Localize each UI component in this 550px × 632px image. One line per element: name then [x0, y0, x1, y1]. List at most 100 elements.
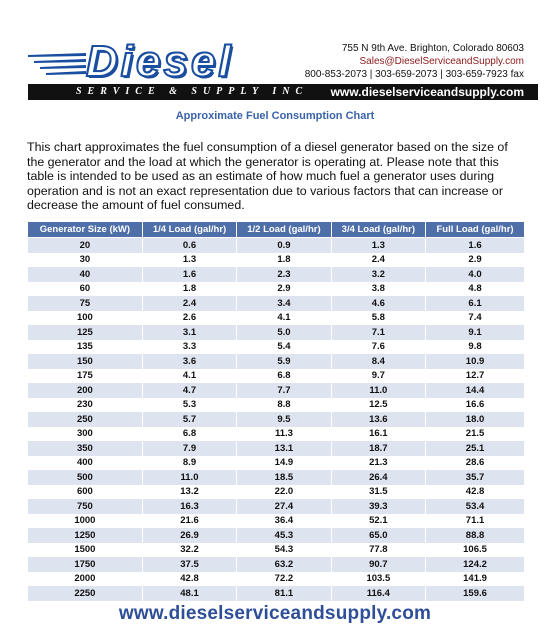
- table-row: 20 0.6 0.9 1.3 1.6: [27, 237, 525, 253]
- table-row: 200 4.7 7.7 11.0 14.4: [27, 383, 525, 398]
- cell-three-quarter-load: 77.8: [330, 542, 427, 557]
- table-row: 135 3.3 5.4 7.6 9.8: [27, 339, 525, 354]
- cell-half-load: 5.4: [236, 339, 332, 354]
- cell-half-load: 8.8: [236, 397, 332, 412]
- table-row: 100 2.6 4.1 5.8 7.4: [27, 310, 525, 325]
- table-row: 600 13.2 22.0 31.5 42.8: [27, 484, 525, 499]
- cell-half-load: 9.5: [236, 412, 332, 427]
- table-header-row: Generator Size (kW) 1/4 Load (gal/hr) 1/…: [27, 221, 525, 238]
- cell-generator-size: 150: [27, 354, 143, 369]
- cell-three-quarter-load: 21.3: [330, 455, 427, 470]
- cell-half-load: 6.8: [236, 368, 332, 383]
- cell-three-quarter-load: 4.6: [330, 296, 427, 311]
- cell-full-load: 159.6: [425, 586, 525, 601]
- cell-half-load: 1.8: [236, 252, 332, 267]
- cell-quarter-load: 1.6: [141, 267, 238, 282]
- cell-three-quarter-load: 116.4: [330, 586, 427, 601]
- table-row: 400 8.9 14.9 21.3 28.6: [27, 455, 525, 470]
- cell-generator-size: 1750: [27, 557, 143, 572]
- cell-three-quarter-load: 7.1: [330, 325, 427, 340]
- cell-generator-size: 300: [27, 426, 143, 441]
- cell-generator-size: 200: [27, 383, 143, 398]
- cell-full-load: 7.4: [425, 310, 525, 325]
- logo-wordmark: Diesel: [85, 37, 234, 86]
- table-row: 150 3.6 5.9 8.4 10.9: [27, 354, 525, 369]
- cell-generator-size: 40: [27, 267, 143, 282]
- cell-quarter-load: 4.7: [141, 383, 238, 398]
- cell-full-load: 2.9: [425, 252, 525, 267]
- cell-generator-size: 125: [27, 325, 143, 340]
- header-website-link[interactable]: www.dieselserviceandsupply.com: [330, 85, 524, 99]
- table-row: 2250 48.1 81.1 116.4 159.6: [27, 586, 525, 601]
- table-row: 1250 26.9 45.3 65.0 88.8: [27, 528, 525, 543]
- cell-half-load: 11.3: [236, 426, 332, 441]
- cell-quarter-load: 0.6: [141, 237, 238, 253]
- cell-full-load: 18.0: [425, 412, 525, 427]
- cell-full-load: 124.2: [425, 557, 525, 572]
- table-row: 30 1.3 1.8 2.4 2.9: [27, 252, 525, 267]
- cell-quarter-load: 3.3: [141, 339, 238, 354]
- cell-full-load: 42.8: [425, 484, 525, 499]
- cell-generator-size: 135: [27, 339, 143, 354]
- company-logo: Diesel SERVICE & SUPPLY INC www.dieselse…: [28, 37, 538, 100]
- column-header-quarter-load: 1/4 Load (gal/hr): [141, 221, 238, 238]
- cell-three-quarter-load: 90.7: [330, 557, 427, 572]
- cell-quarter-load: 13.2: [141, 484, 238, 499]
- cell-generator-size: 75: [27, 296, 143, 311]
- cell-quarter-load: 3.1: [141, 325, 238, 340]
- cell-quarter-load: 2.6: [141, 310, 238, 325]
- cell-full-load: 21.5: [425, 426, 525, 441]
- cell-quarter-load: 4.1: [141, 368, 238, 383]
- cell-generator-size: 750: [27, 499, 143, 514]
- table-row: 75 2.4 3.4 4.6 6.1: [27, 296, 525, 311]
- cell-half-load: 22.0: [236, 484, 332, 499]
- table-row: 250 5.7 9.5 13.6 18.0: [27, 412, 525, 427]
- cell-generator-size: 1000: [27, 513, 143, 528]
- cell-half-load: 14.9: [236, 455, 332, 470]
- cell-three-quarter-load: 13.6: [330, 412, 427, 427]
- cell-three-quarter-load: 5.8: [330, 310, 427, 325]
- footer-website-link[interactable]: www.dieselserviceandsupply.com: [118, 603, 432, 624]
- cell-half-load: 7.7: [236, 383, 332, 398]
- cell-quarter-load: 8.9: [141, 455, 238, 470]
- cell-full-load: 16.6: [425, 397, 525, 412]
- cell-three-quarter-load: 11.0: [330, 383, 427, 398]
- cell-quarter-load: 3.6: [141, 354, 238, 369]
- cell-generator-size: 1500: [27, 542, 143, 557]
- table-row: 1000 21.6 36.4 52.1 71.1: [27, 513, 525, 528]
- intro-paragraph: This chart approximates the fuel consump…: [27, 140, 508, 213]
- cell-quarter-load: 5.7: [141, 412, 238, 427]
- cell-full-load: 1.6: [425, 237, 525, 253]
- cell-full-load: 25.1: [425, 441, 525, 456]
- cell-three-quarter-load: 52.1: [330, 513, 427, 528]
- table-row: 300 6.8 11.3 16.1 21.5: [27, 426, 525, 441]
- table-body: 20 0.6 0.9 1.3 1.6 30 1.3 1.8 2.4 2.9 40 1.6 2.3 3.2 4…: [27, 237, 525, 601]
- cell-quarter-load: 1.3: [141, 252, 238, 267]
- company-email-link[interactable]: Sales@DieselServiceandSupply.com: [359, 56, 525, 67]
- cell-quarter-load: 48.1: [141, 586, 238, 601]
- cell-three-quarter-load: 1.3: [330, 237, 427, 253]
- column-header-full-load: Full Load (gal/hr): [425, 221, 525, 238]
- cell-quarter-load: 16.3: [141, 499, 238, 514]
- cell-generator-size: 500: [27, 470, 143, 485]
- cell-half-load: 45.3: [236, 528, 332, 543]
- cell-generator-size: 400: [27, 455, 143, 470]
- cell-full-load: 141.9: [425, 571, 525, 586]
- cell-full-load: 28.6: [425, 455, 525, 470]
- cell-full-load: 106.5: [425, 542, 525, 557]
- cell-generator-size: 350: [27, 441, 143, 456]
- column-header-half-load: 1/2 Load (gal/hr): [236, 221, 332, 238]
- column-header-three-quarter-load: 3/4 Load (gal/hr): [330, 221, 427, 238]
- cell-generator-size: 250: [27, 412, 143, 427]
- cell-full-load: 12.7: [425, 368, 525, 383]
- header-bar: SERVICE & SUPPLY INC www.dieselservicean…: [28, 84, 538, 100]
- cell-half-load: 63.2: [236, 557, 332, 572]
- cell-quarter-load: 5.3: [141, 397, 238, 412]
- cell-half-load: 2.3: [236, 267, 332, 282]
- cell-full-load: 4.0: [425, 267, 525, 282]
- cell-full-load: 35.7: [425, 470, 525, 485]
- cell-half-load: 13.1: [236, 441, 332, 456]
- cell-half-load: 54.3: [236, 542, 332, 557]
- table-row: 1750 37.5 63.2 90.7 124.2: [27, 557, 525, 572]
